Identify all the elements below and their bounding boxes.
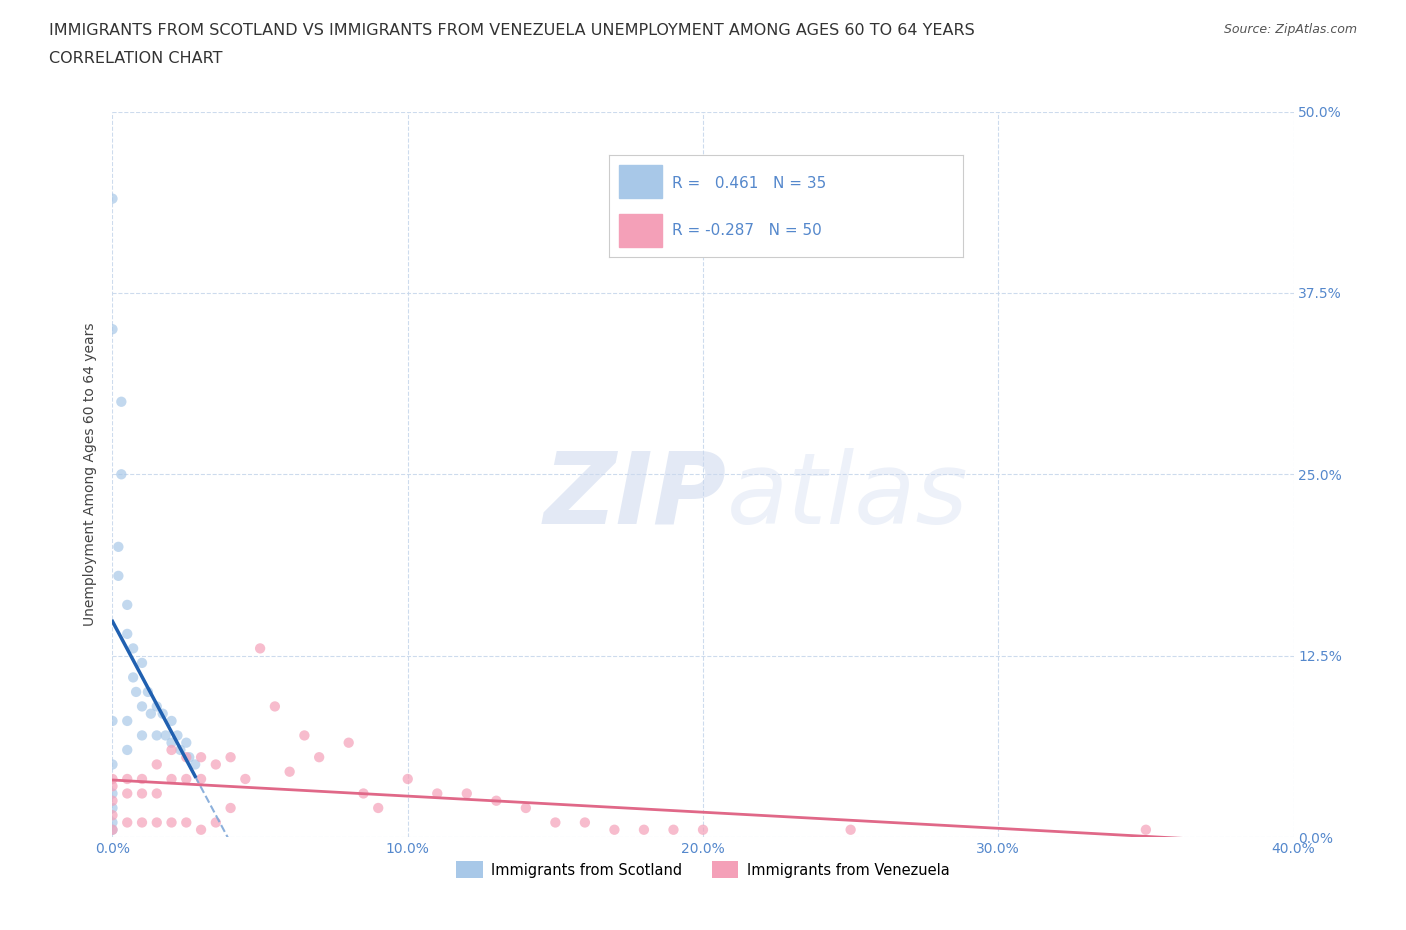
Point [101,786,124,801]
Point [146,728,169,743]
Point [839,822,862,837]
Point [160,742,183,757]
Point [633,822,655,837]
Text: atlas: atlas [727,447,969,545]
Text: IMMIGRANTS FROM SCOTLAND VS IMMIGRANTS FROM VENEZUELA UNEMPLOYMENT AMONG AGES 60: IMMIGRANTS FROM SCOTLAND VS IMMIGRANTS F… [49,23,974,38]
Point [278,764,301,779]
Point [179,750,201,764]
Point [190,822,212,837]
Point [174,772,197,787]
Point [190,750,212,764]
Point [249,641,271,656]
Point [233,772,256,787]
Point [101,322,124,337]
Point [662,822,685,837]
Point [139,706,162,721]
Point [117,786,138,801]
Point [1194,837,1216,852]
Point [107,539,129,554]
Text: CORRELATION CHART: CORRELATION CHART [49,51,222,66]
Point [485,793,508,808]
Point [205,815,228,830]
Point [101,772,124,787]
Point [264,699,287,714]
Point [219,750,242,764]
Point [603,822,626,837]
Point [131,699,153,714]
Point [146,786,169,801]
Point [160,815,183,830]
Point [152,706,174,721]
Point [117,597,138,612]
Point [426,786,449,801]
Point [160,772,183,787]
Point [205,757,228,772]
Point [117,713,138,728]
Point [101,757,124,772]
Point [101,815,124,830]
Point [136,684,159,699]
Point [101,822,124,837]
Point [456,786,478,801]
Point [160,713,183,728]
Point [190,772,212,787]
Point [131,786,153,801]
Point [101,822,124,837]
Point [101,793,124,808]
Point [184,757,207,772]
Point [131,815,153,830]
Point [146,757,169,772]
Point [337,736,360,751]
Point [125,684,148,699]
Point [169,742,191,757]
Legend: Immigrants from Scotland, Immigrants from Venezuela: Immigrants from Scotland, Immigrants fro… [451,856,955,884]
Point [146,699,169,714]
Point [160,736,183,751]
Point [219,801,242,816]
Point [117,772,138,787]
Point [131,728,153,743]
Point [1135,822,1157,837]
Y-axis label: Unemployment Among Ages 60 to 64 years: Unemployment Among Ages 60 to 64 years [83,323,97,626]
Point [101,778,124,793]
Point [101,808,124,823]
Point [396,772,419,787]
Point [174,815,197,830]
Point [131,772,153,787]
Point [117,627,138,642]
Text: ZIP: ZIP [544,447,727,545]
Point [146,815,169,830]
Point [155,728,177,743]
Point [107,568,129,583]
Point [131,656,153,671]
Point [544,815,567,830]
Point [101,801,124,816]
Point [101,192,124,206]
Point [692,822,714,837]
Point [110,467,132,482]
Point [166,728,188,743]
Point [515,801,537,816]
Text: Source: ZipAtlas.com: Source: ZipAtlas.com [1223,23,1357,36]
Point [174,736,197,751]
Point [101,713,124,728]
Point [292,728,315,743]
Point [117,742,138,757]
Point [174,750,197,764]
Point [110,394,132,409]
Point [117,815,138,830]
Point [122,670,145,684]
Point [308,750,330,764]
Point [122,641,145,656]
Point [367,801,389,816]
Point [574,815,596,830]
Point [352,786,374,801]
